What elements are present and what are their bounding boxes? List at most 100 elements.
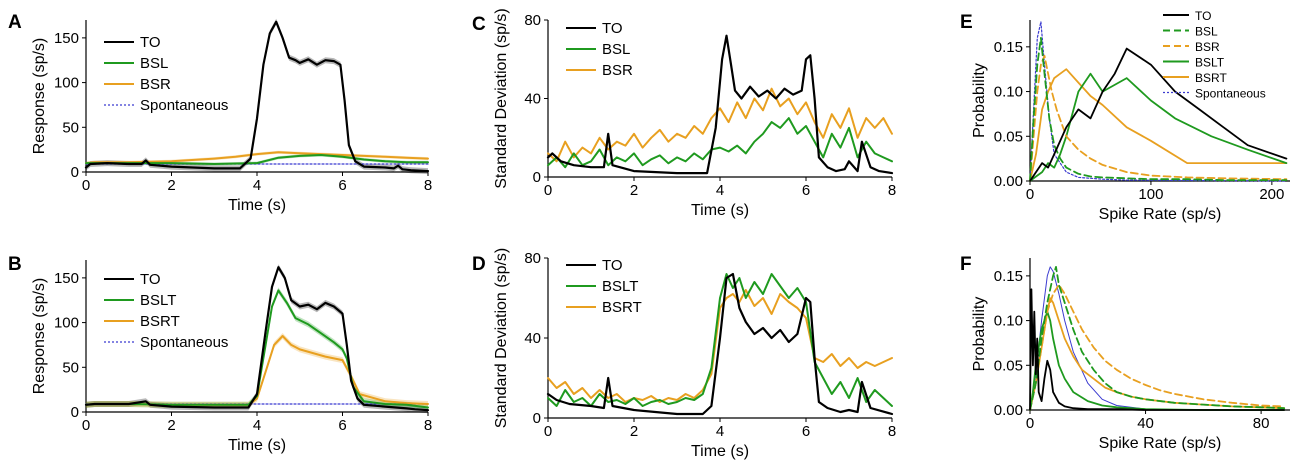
legend-label-to: TO <box>602 257 623 274</box>
series-line-bsrt <box>1029 68 1288 182</box>
series-line-bsl <box>1029 265 1286 411</box>
series-line-to <box>84 20 430 173</box>
legend-label-bsrt: BSRT <box>602 299 642 316</box>
x-tick-label: 4 <box>253 177 261 194</box>
x-tick-label: 6 <box>802 423 810 440</box>
legend-label-bsr: BSR <box>1195 40 1220 54</box>
legend-label-spontaneous: Spontaneous <box>140 334 228 351</box>
legend-label-bsrt: BSRT <box>140 313 180 330</box>
y-tick-label: 0 <box>533 169 541 186</box>
series-line-bsr <box>1029 54 1288 182</box>
y-tick-label: 0 <box>71 404 79 421</box>
series-line-bsrt <box>1029 297 1286 411</box>
legend-label-bsr: BSR <box>140 76 171 93</box>
x-tick-label: 40 <box>1137 415 1154 432</box>
panel-e: E 0 100 200 0.00 0.05 0.10 0.15 Spike Rate (sp/s… <box>960 9 1290 223</box>
y-tick-label: 0.15 <box>994 268 1023 285</box>
x-axis-label: Time (s) <box>228 437 286 454</box>
series-line-spontaneous <box>1029 21 1288 182</box>
y-axis-label: Probability <box>971 297 988 372</box>
y-tick-label: 50 <box>62 359 79 376</box>
y-tick-label: 80 <box>524 12 541 29</box>
legend-label-to: TO <box>602 20 623 37</box>
x-axis-label: Spike Rate (sp/s) <box>1099 206 1222 223</box>
legend: TO BSLT BSRT Spontaneous <box>104 271 228 351</box>
legend-label-bslt: BSLT <box>602 278 638 295</box>
x-tick-label: 6 <box>338 177 346 194</box>
x-tick-label: 2 <box>167 417 175 434</box>
series-band-bsrt <box>86 333 428 408</box>
series-line-bsl <box>1029 37 1288 182</box>
y-tick-label: 80 <box>524 250 541 267</box>
x-tick-label: 8 <box>424 177 432 194</box>
series-line-bsr <box>1029 283 1286 411</box>
legend-label-to: TO <box>140 34 161 51</box>
y-tick-label: 0 <box>533 410 541 427</box>
series-line-to <box>546 272 894 416</box>
x-tick-label: 200 <box>1259 186 1284 203</box>
x-axis-label: Time (s) <box>691 202 749 219</box>
legend: TO BSL BSR <box>566 20 633 79</box>
y-axis-label: Response (sp/s) <box>31 278 48 395</box>
series-line-bslt <box>85 289 429 409</box>
x-tick-label: 6 <box>802 182 810 199</box>
panel-letter: A <box>8 12 22 33</box>
x-tick-label: 0 <box>82 417 90 434</box>
y-tick-label: 150 <box>54 270 79 287</box>
panel-letter: C <box>472 14 486 35</box>
legend-label-bsl: BSL <box>602 41 630 58</box>
x-tick-label: 6 <box>338 417 346 434</box>
panel-b: B 0 2 4 6 8 0 50 100 150 Time (s) Response (sp/s) TO… <box>8 254 432 454</box>
x-axis-label: Time (s) <box>691 443 749 460</box>
x-tick-label: 2 <box>630 182 638 199</box>
series-band-to <box>86 18 428 175</box>
y-tick-label: 0.00 <box>994 402 1023 419</box>
x-tick-label: 0 <box>544 182 552 199</box>
y-axis-label: Probability <box>971 63 988 138</box>
y-tick-label: 0.10 <box>994 84 1023 101</box>
series-line-bslt <box>1029 72 1288 182</box>
legend-label-bsrt: BSRT <box>1195 71 1227 85</box>
legend-label-bsr: BSR <box>602 62 633 79</box>
y-tick-label: 100 <box>54 315 79 332</box>
y-axis-label: Standard Deviation (sp/s) <box>493 8 510 189</box>
x-axis-label: Time (s) <box>228 197 286 214</box>
y-tick-label: 40 <box>524 330 541 347</box>
legend-label-to: TO <box>1195 9 1211 23</box>
x-tick-label: 0 <box>544 423 552 440</box>
series-line-bsr <box>547 87 893 163</box>
series-line-to <box>1029 47 1288 182</box>
legend-label-to: TO <box>140 271 161 288</box>
x-tick-label: 4 <box>716 423 724 440</box>
legend-label-spontaneous: Spontaneous <box>140 97 228 114</box>
x-tick-label: 4 <box>253 417 261 434</box>
series-line-bslt <box>1029 310 1286 411</box>
y-tick-label: 0.05 <box>994 357 1023 374</box>
legend: TO BSLT BSRT <box>566 257 642 316</box>
legend-label-bsl: BSL <box>140 55 168 72</box>
y-tick-label: 40 <box>524 91 541 108</box>
legend-label-spontaneous: Spontaneous <box>1195 87 1266 101</box>
panel-letter: F <box>960 254 972 275</box>
x-tick-label: 100 <box>1138 186 1163 203</box>
panel-f: F 0 40 80 0.00 0.05 0.10 0.15 Spike Rate (sp/s) P… <box>960 254 1290 452</box>
legend-label-bsl: BSL <box>1195 25 1218 39</box>
x-tick-label: 8 <box>424 417 432 434</box>
y-tick-label: 0 <box>71 164 79 181</box>
x-tick-label: 2 <box>167 177 175 194</box>
legend-label-bslt: BSLT <box>1195 56 1225 70</box>
x-tick-label: 0 <box>82 177 90 194</box>
x-tick-label: 4 <box>716 182 724 199</box>
panel-letter: D <box>472 254 486 275</box>
panel-a: A 0 2 4 6 8 0 50 100 150 Time (s) Response (sp/s) TO… <box>8 12 432 214</box>
y-tick-label: 150 <box>54 30 79 47</box>
x-tick-label: 8 <box>888 182 896 199</box>
y-tick-label: 0.10 <box>994 313 1023 330</box>
y-tick-label: 100 <box>54 75 79 92</box>
x-tick-label: 2 <box>630 423 638 440</box>
panel-letter: E <box>960 12 973 33</box>
